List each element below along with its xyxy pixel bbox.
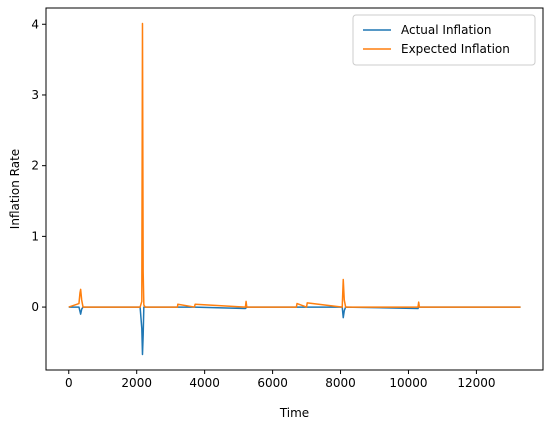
y-tick-label: 2 (31, 159, 39, 173)
x-tick-label: 8000 (325, 376, 356, 390)
x-tick-label: 2000 (121, 376, 152, 390)
legend-label-2: Expected Inflation (401, 42, 510, 56)
y-axis-ticks: 0 1 2 3 4 (31, 17, 46, 314)
series-line-2 (68, 22, 521, 308)
x-axis-label: Time (279, 406, 309, 420)
y-tick-label: 0 (31, 300, 39, 314)
y-axis-label: Inflation Rate (8, 149, 22, 229)
x-tick-label: 10000 (389, 376, 427, 390)
x-tick-label: 12000 (457, 376, 495, 390)
legend-box (352, 14, 536, 66)
y-tick-label: 3 (31, 88, 39, 102)
y-tick-label: 1 (31, 229, 39, 243)
x-tick-label: 6000 (257, 376, 288, 390)
legend: Actual Inflation Expected Inflation (352, 14, 536, 66)
x-axis-ticks: 0 2000 4000 6000 8000 10000 12000 (65, 370, 496, 390)
x-tick-label: 4000 (189, 376, 220, 390)
y-tick-label: 4 (31, 17, 39, 31)
plot-frame (45, 7, 544, 371)
series-layer (68, 22, 521, 356)
x-tick-label: 0 (65, 376, 73, 390)
legend-label-1: Actual Inflation (401, 23, 491, 37)
